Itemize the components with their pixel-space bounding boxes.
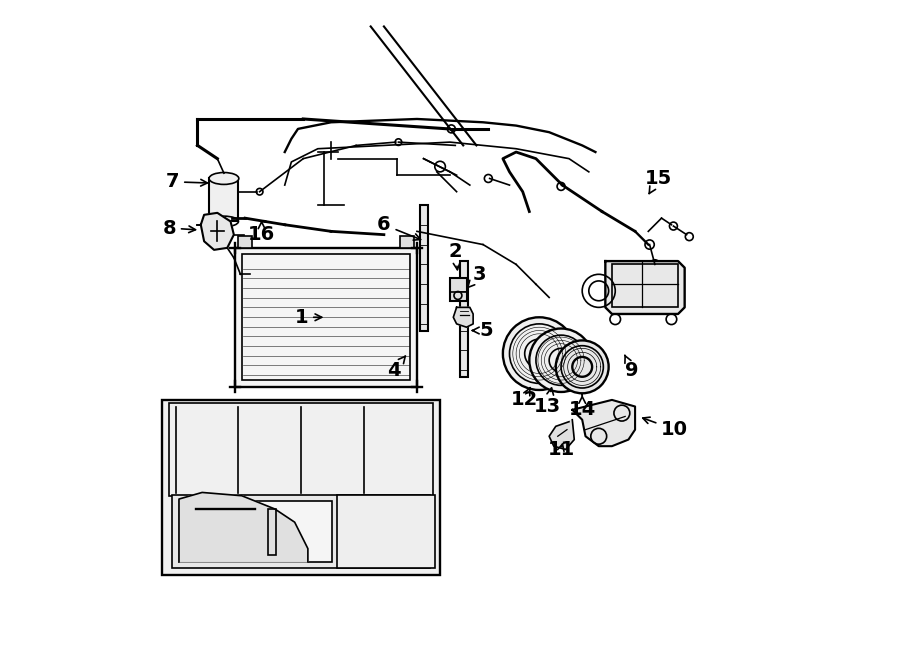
Text: 14: 14	[569, 395, 596, 419]
Bar	[242, 254, 410, 380]
Bar	[268, 509, 276, 555]
Polygon shape	[549, 420, 574, 449]
Circle shape	[399, 405, 415, 421]
Text: 15: 15	[644, 169, 671, 194]
Bar	[338, 495, 435, 568]
Text: 3: 3	[468, 265, 487, 288]
Bar	[420, 205, 428, 330]
Bar	[460, 261, 468, 377]
Text: 10: 10	[643, 417, 689, 439]
Bar	[235, 248, 417, 387]
Text: 1: 1	[294, 308, 321, 327]
Text: 13: 13	[535, 388, 562, 416]
Bar	[400, 236, 414, 248]
Bar	[163, 400, 440, 575]
Polygon shape	[606, 261, 685, 314]
Text: 6: 6	[377, 215, 420, 240]
Bar	[173, 495, 430, 568]
Bar	[169, 403, 434, 496]
Ellipse shape	[209, 173, 238, 184]
Polygon shape	[572, 400, 635, 446]
Polygon shape	[454, 307, 473, 327]
Text: 9: 9	[625, 355, 638, 379]
Bar	[450, 278, 466, 301]
Text: 11: 11	[547, 440, 575, 459]
Polygon shape	[201, 213, 234, 250]
Polygon shape	[179, 492, 308, 562]
Bar	[210, 178, 239, 221]
Circle shape	[503, 317, 576, 390]
Bar	[238, 236, 252, 248]
Text: 8: 8	[162, 219, 195, 237]
Circle shape	[529, 329, 593, 392]
Text: 12: 12	[510, 387, 537, 409]
Circle shape	[556, 340, 608, 393]
Text: 4: 4	[387, 356, 406, 379]
Bar	[612, 264, 678, 307]
Text: 7: 7	[166, 173, 207, 191]
Bar	[179, 500, 332, 562]
Text: 5: 5	[472, 321, 493, 340]
Text: 16: 16	[248, 221, 275, 244]
Text: 2: 2	[448, 242, 462, 270]
